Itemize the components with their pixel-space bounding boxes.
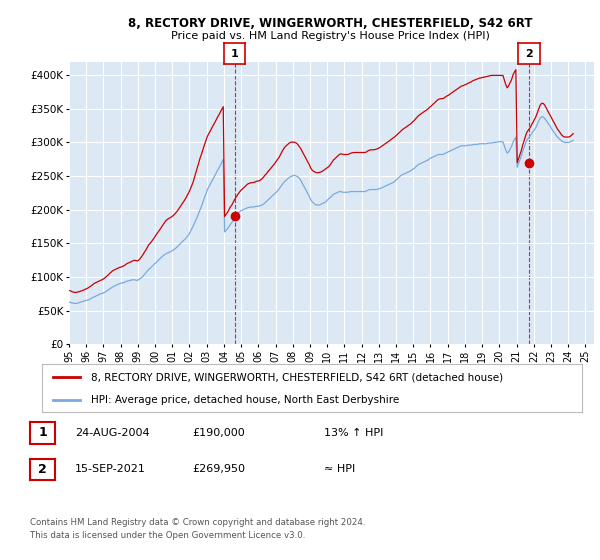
Text: Contains HM Land Registry data © Crown copyright and database right 2024.
This d: Contains HM Land Registry data © Crown c… (30, 519, 365, 540)
Text: 1: 1 (38, 426, 47, 440)
Text: 1: 1 (231, 49, 238, 59)
Text: 2: 2 (38, 463, 47, 476)
Text: £269,950: £269,950 (192, 464, 245, 474)
Text: 15-SEP-2021: 15-SEP-2021 (75, 464, 146, 474)
Text: 13% ↑ HPI: 13% ↑ HPI (324, 428, 383, 438)
Text: £190,000: £190,000 (192, 428, 245, 438)
Text: 8, RECTORY DRIVE, WINGERWORTH, CHESTERFIELD, S42 6RT: 8, RECTORY DRIVE, WINGERWORTH, CHESTERFI… (128, 17, 532, 30)
Text: 8, RECTORY DRIVE, WINGERWORTH, CHESTERFIELD, S42 6RT (detached house): 8, RECTORY DRIVE, WINGERWORTH, CHESTERFI… (91, 372, 503, 382)
Text: ≈ HPI: ≈ HPI (324, 464, 355, 474)
Text: HPI: Average price, detached house, North East Derbyshire: HPI: Average price, detached house, Nort… (91, 395, 399, 405)
Text: 2: 2 (525, 49, 533, 59)
Text: 24-AUG-2004: 24-AUG-2004 (75, 428, 149, 438)
Text: Price paid vs. HM Land Registry's House Price Index (HPI): Price paid vs. HM Land Registry's House … (170, 31, 490, 41)
